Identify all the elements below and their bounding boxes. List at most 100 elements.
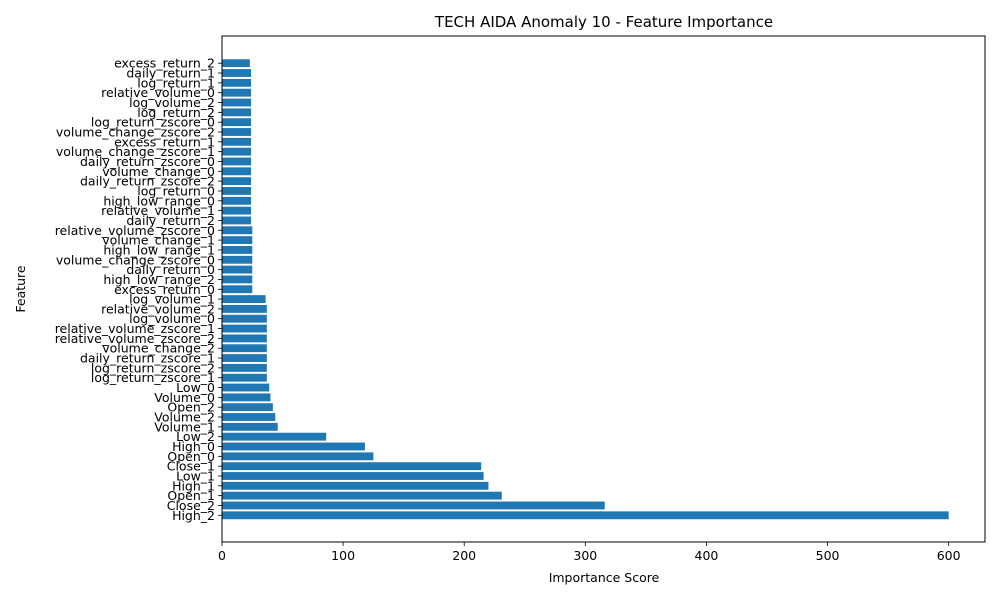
y-tick-label: volume_change_zscore_2 (56, 124, 215, 139)
bar-high-low-range-0 (222, 196, 252, 205)
y-tick-label: daily_return_zscore_2 (80, 174, 215, 189)
x-tick-label: 300 (573, 548, 597, 563)
bar-log-volume-2 (222, 98, 252, 107)
bar-excess-return-2 (222, 59, 250, 68)
y-tick-label: excess_return_2 (114, 56, 215, 71)
bar-low-1 (222, 472, 484, 480)
x-tick-label: 600 (937, 548, 961, 563)
bar-daily-return-2 (222, 216, 252, 225)
bar-relative-volume-zscore-1 (222, 324, 267, 333)
y-tick-label: Close_2 (167, 498, 215, 513)
bar-daily-return-zscore-1 (222, 354, 267, 362)
y-tick-label: Volume_1 (154, 419, 215, 434)
bar-high-1 (222, 481, 489, 490)
y-tick-label: Open_2 (167, 400, 215, 415)
bar-log-return-1 (222, 78, 252, 87)
y-axis-label: Feature (13, 265, 28, 313)
bar-low-0 (222, 383, 270, 392)
y-tick-label: daily_return_0 (126, 262, 215, 277)
bar-relative-volume-zscore-0 (222, 226, 253, 235)
y-tick-label: log_volume_0 (129, 311, 215, 326)
bar-daily-return-1 (222, 69, 252, 77)
y-tick-label: high_low_range_1 (103, 242, 215, 257)
y-tick-label: relative_volume_2 (101, 301, 215, 316)
bar-excess-return-1 (222, 137, 252, 146)
bar-excess-return-0 (222, 285, 253, 294)
bar-volume-change-1 (222, 236, 253, 245)
x-tick-labels: 0 100 200 300 400 500 600 (218, 542, 961, 563)
bar-volume-change-zscore-1 (222, 147, 252, 156)
bar-volume-change-zscore-0 (222, 255, 253, 264)
y-tick-label: Close_1 (167, 459, 215, 474)
y-tick-label: daily_return_zscore_1 (80, 351, 215, 366)
y-tick-label: excess_return_0 (114, 282, 215, 297)
bar-log-return-zscore-2 (222, 363, 267, 372)
x-tick-label: 100 (331, 548, 355, 563)
y-tick-label: Low_1 (176, 468, 215, 483)
y-tick-label: volume_change_0 (102, 164, 215, 179)
bar-relative-volume-1 (222, 206, 252, 215)
y-tick-label: excess_return_1 (114, 134, 215, 149)
bar-volume-change-zscore-2 (222, 128, 252, 136)
plot-frame (221, 35, 986, 543)
bar-volume-change-2 (222, 344, 267, 353)
y-tick-label: relative_volume_0 (101, 85, 215, 100)
y-tick-label: High_0 (172, 439, 215, 454)
y-tick-label: Low_0 (176, 380, 215, 395)
y-tick-label: high_low_range_0 (103, 193, 215, 208)
y-tick-label: log_return_zscore_0 (91, 115, 215, 130)
y-tick-label: volume_change_zscore_1 (56, 144, 215, 159)
y-tick-label: daily_return_1 (126, 66, 215, 81)
bar-relative-volume-zscore-2 (222, 334, 267, 343)
bar-log-volume-0 (222, 314, 267, 323)
bar-high-2 (222, 511, 949, 520)
y-tick-label: High_2 (172, 508, 215, 523)
y-tick-label: volume_change_2 (102, 341, 215, 356)
x-tick-label: 200 (452, 548, 476, 563)
x-tick-label: 0 (218, 548, 226, 563)
y-tick-label: log_return_1 (137, 75, 215, 90)
y-tick-label: Low_2 (176, 429, 215, 444)
y-tick-label: Open_0 (167, 449, 215, 464)
x-tick-label: 500 (816, 548, 840, 563)
bar-daily-return-0 (222, 265, 253, 274)
x-tick-label: 400 (695, 548, 719, 563)
y-tick-label: high_low_range_2 (103, 272, 215, 287)
y-tick-label: Volume_0 (154, 390, 215, 405)
bar-log-return-zscore-1 (222, 373, 267, 382)
y-tick-label: High_1 (172, 478, 215, 493)
bar-close-2 (222, 501, 605, 510)
bar-open-1 (222, 491, 502, 500)
bar-volume-1 (222, 422, 278, 431)
y-tick-label: log_return_2 (137, 105, 215, 120)
bars-group (222, 59, 949, 520)
y-tick-label: log_volume_2 (129, 95, 215, 110)
bar-low-2 (222, 432, 327, 441)
y-tick-label: log_return_0 (137, 183, 215, 198)
y-tick-label: volume_change_1 (102, 233, 215, 248)
y-tick-label: log_return_zscore_2 (91, 360, 215, 375)
y-tick-label: relative_volume_zscore_2 (55, 331, 215, 346)
x-axis-label: Importance Score (549, 570, 660, 585)
bar-volume-2 (222, 413, 276, 421)
bar-log-return-2 (222, 108, 252, 117)
y-tick-labels: High_2Close_2Open_1High_1Low_1Close_1Ope… (55, 56, 222, 523)
bar-volume-0 (222, 393, 271, 402)
y-tick-label: log_volume_1 (129, 292, 215, 307)
y-tick-label: Open_1 (167, 488, 215, 503)
y-tick-label: log_return_zscore_1 (91, 370, 215, 385)
y-tick-label: relative_volume_zscore_1 (55, 321, 215, 336)
y-tick-label: relative_volume_zscore_0 (55, 223, 215, 238)
bar-high-0 (222, 442, 365, 451)
bar-open-0 (222, 452, 374, 461)
y-tick-label: relative_volume_1 (101, 203, 215, 218)
bar-open-2 (222, 403, 273, 412)
bar-relative-volume-0 (222, 88, 252, 97)
y-tick-label: Volume_2 (154, 410, 215, 425)
bar-volume-change-0 (222, 167, 252, 176)
y-tick-label: daily_return_zscore_0 (80, 154, 215, 169)
bar-relative-volume-2 (222, 304, 267, 313)
bar-daily-return-zscore-0 (222, 157, 252, 166)
y-tick-label: daily_return_2 (126, 213, 215, 228)
